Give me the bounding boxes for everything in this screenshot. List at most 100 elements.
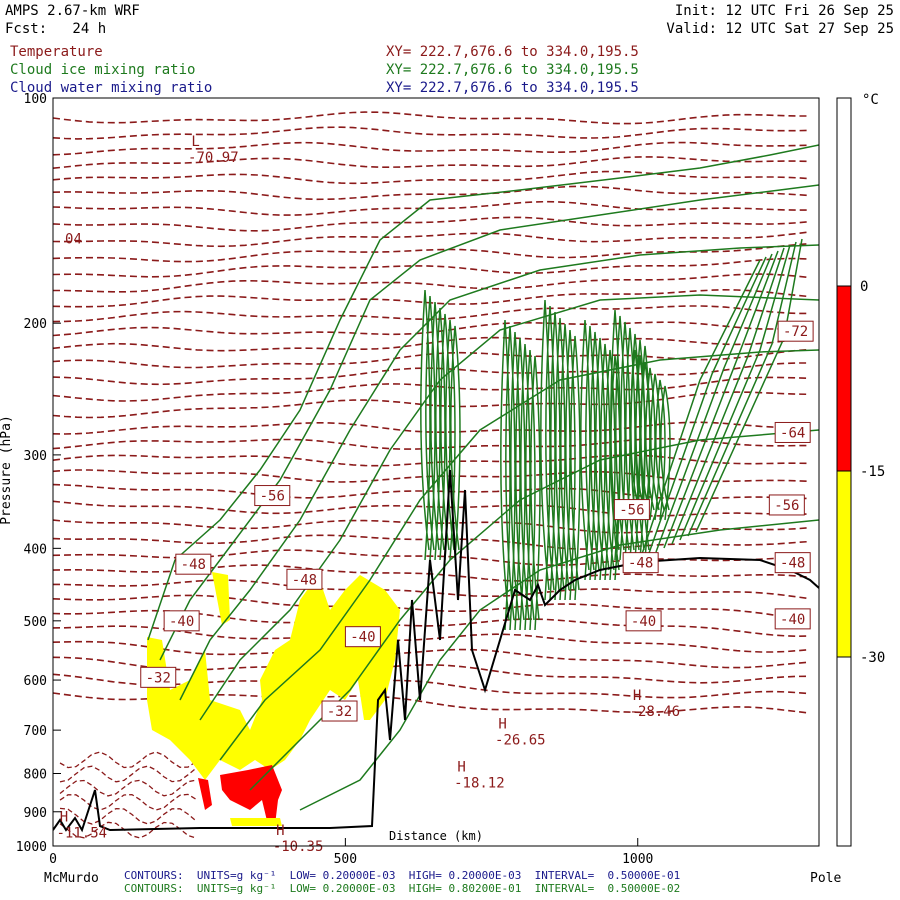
temperature-label-box [344,626,381,648]
yellow-fill-region [147,575,400,780]
cloud-ice-contour-line [159,184,819,661]
temperature-label: -40 [780,612,805,628]
temperature-contour-line [53,200,810,216]
temperature-label: -48 [628,556,653,572]
cloud-ice-contour-line [585,325,596,581]
extremum-marker: H [276,823,284,839]
extremum-value: -10.35 [273,839,324,855]
temperature-label-box [321,700,358,722]
field-temperature: Temperature [10,44,103,60]
temperature-label: -40 [169,614,194,630]
cloud-ice-contour-line [580,319,591,581]
plot-frame [52,97,820,847]
cloud-ice-contour-line [650,373,661,521]
yellow-fill-left [212,572,230,625]
valid-time: Valid: 12 UTC Sat 27 Sep 25 [666,21,894,37]
extremum-value: -28.46 [630,704,681,720]
temperature-label: -56 [260,489,285,505]
cloud-ice-contour-line [615,315,626,561]
temperature-label-box [625,610,662,632]
temperature-label: -48 [292,572,317,588]
y-tick-label: 800 [24,768,47,783]
y-tick-label: 400 [24,542,47,557]
temperature-contour-line [59,807,197,825]
cloud-ice-contour-line [687,241,797,537]
cloud-ice-contour-line [639,259,761,561]
y-tick-label: 700 [24,724,47,739]
temperature-label: -72 [783,324,808,340]
x-axis-label: Distance (km) [389,829,483,843]
cloud-ice-contour-line [610,309,621,561]
extremum-value: -18.12 [454,776,505,792]
y-tick-label: 100 [24,92,47,107]
red-fill-left [198,778,212,810]
temperature-label-box [774,608,811,630]
temperature-contour-line [53,111,809,125]
temperature-label-box [163,610,200,632]
field-cloud-water: Cloud water mixing ratio [10,80,213,96]
temperature-label-box [768,494,805,516]
temperature-label: -32 [327,704,352,720]
colorbar-unit: °C [862,92,879,108]
x-tick-label: 0 [49,852,57,867]
colorbar-band-white-bottom [836,656,852,847]
temperature-contour-line [59,793,197,811]
temperature-contour-line [53,185,810,201]
temperature-contour-line [53,273,810,293]
temperature-contour-line [53,243,810,263]
extremum-marker: H [633,688,641,704]
cloud-ice-contour-line [635,355,646,521]
y-tick-label: 1000 [16,840,47,855]
temperature-label: -48 [780,556,805,572]
right-endpoint-label: Pole [810,871,842,886]
cloud-ice-contour-line [515,337,526,631]
colorbar-level: -15 [860,464,885,480]
temperature-contour-line [53,594,810,620]
cloud-ice-contour-line [600,343,611,581]
temperature-contour-line [59,779,197,797]
temperature-contour-line [53,257,810,278]
cloud-ice-contour-line [525,349,536,631]
cloud-ice-contour-line [420,289,431,561]
temperature-contour-line [53,336,810,352]
xy-cloud-water: XY= 222.7,676.6 to 334.0,195.5 [386,80,639,96]
temperature-label-box [613,499,650,521]
y-tick-label: 500 [24,615,47,630]
contours-info-water: CONTOURS: UNITS=g kg⁻¹ LOW= 0.20000E-03 … [124,869,681,882]
temperature-label: -48 [181,557,206,573]
cloud-ice-contour-line [520,343,531,631]
temperature-contour-line [53,141,810,156]
cloud-ice-contour-line [595,337,606,581]
cloud-ice-contour-line [565,329,576,601]
cloud-ice-contour-line [645,367,656,521]
xy-cloud-ice: XY= 222.7,676.6 to 334.0,195.5 [386,62,639,78]
temperature-label: -32 [146,670,171,686]
field-cloud-ice: Cloud ice mixing ratio [10,62,196,78]
forecast-hour: Fcst: 24 h [5,21,107,37]
red-fill-region [220,765,282,825]
cloud-ice-contour-line [640,361,651,521]
temperature-label-box [622,552,659,574]
terrain-profile [53,469,819,833]
cloud-ice-contour-line [620,321,631,561]
cloud-ice-contour-line [510,331,521,631]
temperature-label-box [774,552,811,574]
temperature-contour-line [53,231,810,248]
x-tick-label: 500 [334,852,357,867]
colorbar-band-white-top [836,97,852,287]
cloud-ice-contour-line [555,317,566,601]
temperature-contour-line [53,216,810,232]
cloud-ice-contour-line [505,325,516,631]
cloud-ice-contour-line [530,355,541,631]
temperature-label: -56 [619,503,644,519]
model-title: AMPS 2.67-km WRF [5,3,140,19]
cloud-ice-contour-line [299,519,819,811]
cloud-ice-contour-line [430,301,441,561]
contour-labels: -72 -64 -56 -56 -56 -48 -48 -48 -48 -40 -40 -40 -40 -… [56,134,814,855]
temperature-contour-line [53,170,810,185]
temperature-contour-line [53,656,810,684]
temperature-label: -56 [774,498,799,514]
cloud-ice-contour-line [655,253,773,553]
colorbar-band-red [836,285,852,472]
cloud-ice-contour-line [550,311,561,601]
